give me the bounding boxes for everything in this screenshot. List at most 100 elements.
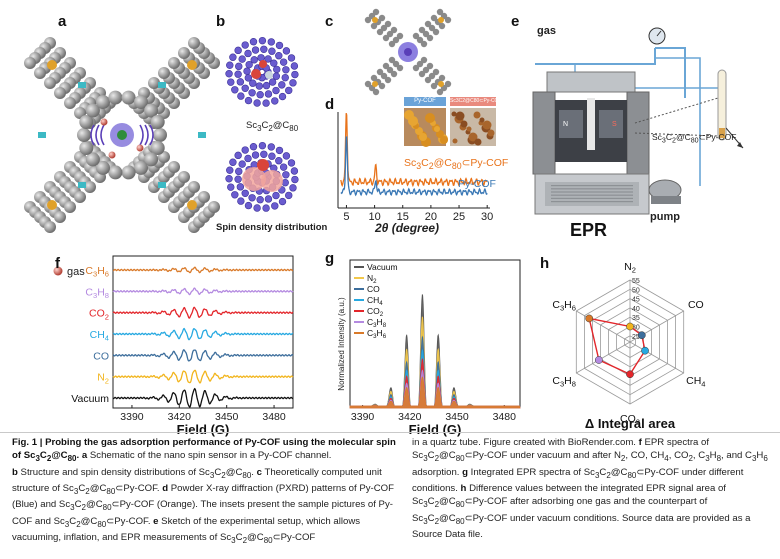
epr-spectrum-line xyxy=(112,266,294,274)
radar-axis-label: C3H6 xyxy=(552,299,576,313)
epr-x-tick-label: 3420 xyxy=(168,411,192,423)
radar-tick-label: 35 xyxy=(632,315,640,322)
panel-f-label: f xyxy=(55,255,60,272)
int-legend-label: C3H8 xyxy=(367,317,387,329)
radar-point xyxy=(595,356,603,364)
int-legend-label: N2 xyxy=(367,273,377,285)
int-legend-label: CO xyxy=(367,284,380,294)
epr-series-label: CO2 xyxy=(89,308,109,322)
series-label-pycof: Py-COF xyxy=(458,178,496,190)
panel-a-label: a xyxy=(58,13,67,30)
setup-gas-label: gas xyxy=(537,25,556,37)
int-legend-label: CH4 xyxy=(367,295,383,307)
int-series-area xyxy=(349,369,521,409)
int-series-area xyxy=(349,376,521,409)
radar-point xyxy=(585,314,594,323)
sample-photos xyxy=(404,108,496,147)
radar-title: Δ Integral area xyxy=(585,416,676,431)
inset-pycof-tag: Py-COF xyxy=(404,97,446,106)
epr-label: EPR xyxy=(570,220,607,240)
int-x-tick-label: 3450 xyxy=(445,411,469,423)
radar-spoke xyxy=(576,341,631,374)
int-x-axis-label: Field (G) xyxy=(409,422,462,437)
epr-x-tick-label: 3480 xyxy=(262,411,286,423)
pxrd-x-tick-label: 5 xyxy=(343,211,349,223)
epr-spectrum-line xyxy=(112,349,294,362)
int-x-tick-label: 3480 xyxy=(493,411,517,423)
radar-point xyxy=(637,331,646,340)
cof-channel-illustration xyxy=(24,37,220,233)
radar-axis-label: CH4 xyxy=(686,375,705,389)
radar-axis-label: N2 xyxy=(624,261,636,275)
magnet-n-label: N xyxy=(563,121,568,128)
integral-area-radar: 25 30 35 40 45 50 55 N2 CO CH4 CO2 C3H8 C3H6 Δ Integr… xyxy=(552,261,705,431)
pxrd-x-tick-label: 20 xyxy=(425,211,437,223)
int-legend-label: CO2 xyxy=(367,306,384,318)
radar-point xyxy=(641,346,649,355)
caption-separator xyxy=(0,432,780,433)
pxrd-x-tick-label: 15 xyxy=(397,211,409,223)
epr-spectrum-line xyxy=(112,327,294,341)
radar-axis-label: CO2 xyxy=(620,413,640,427)
radar-point xyxy=(626,370,634,379)
radar-tick-label: 50 xyxy=(632,287,640,294)
pxrd-x-tick-label: 30 xyxy=(481,211,493,223)
pxrd-xlabel: 2θ (degree) xyxy=(375,221,440,235)
pxrd-series-line xyxy=(340,113,488,188)
gas-label: gas xyxy=(67,266,85,278)
radar-axis-label: C3H8 xyxy=(552,375,576,389)
epr-setup-sketch: gas pump EPR N S xyxy=(532,25,744,240)
epr-series-label: CH4 xyxy=(90,329,109,343)
spin-density-caption: Spin density distribution xyxy=(216,222,328,233)
radar-tick-label: 55 xyxy=(632,278,640,285)
panel-d-label: d xyxy=(325,96,335,113)
epr-series-label: Vacuum xyxy=(71,393,109,405)
panel-e-label: e xyxy=(511,13,520,30)
figure-title: Fig. 1 | Probing the gas adsorption perf… xyxy=(12,437,396,464)
fullerene-caption: Sc3C2@C80 xyxy=(246,120,299,133)
cof-framework xyxy=(24,37,220,233)
radar-spoke xyxy=(629,341,684,374)
int-legend-label: Vacuum xyxy=(367,262,398,272)
epr-plot-frame xyxy=(112,255,294,409)
epr-spectra-chart: 3390 3420 3450 3480 Field (G) C3H6 C3H8 CO2 CH4 C… xyxy=(71,255,294,437)
fullerene-structure xyxy=(225,36,299,107)
panel-h-label: h xyxy=(540,255,550,272)
int-x-tick-label: 3420 xyxy=(398,411,422,423)
epr-x-tick-label: 3390 xyxy=(120,411,144,423)
cof-unit xyxy=(364,8,452,96)
radar-point xyxy=(626,322,634,331)
sample-label: Sc3C2@C80⊂Py-COF xyxy=(652,132,737,145)
c80-cage xyxy=(225,36,299,107)
radar-tick-label: 25 xyxy=(632,334,640,341)
int-x-tick-label: 3390 xyxy=(351,411,375,423)
gas-legend: gas xyxy=(53,266,85,278)
pxrd-x-tick-label: 25 xyxy=(453,211,465,223)
epr-spectrum-line xyxy=(112,287,294,296)
pxrd-x-tick-label: 10 xyxy=(368,211,380,223)
epr-x-tick-label: 3450 xyxy=(215,411,239,423)
epr-spectrum-line xyxy=(112,306,294,319)
inset-composite-tag: Sc3C2@C80⊂Py-COF xyxy=(450,97,496,106)
pxrd-chart: 5 10 15 20 25 30 xyxy=(337,112,493,223)
spin-density-cage xyxy=(225,141,299,212)
pxrd-series-line xyxy=(340,136,488,197)
integrated-epr-chart: 3390 3420 3450 3480 Field (G) Normalized Inte… xyxy=(337,259,521,437)
int-legend-label: C3H6 xyxy=(367,328,387,340)
panel-g-label: g xyxy=(325,250,335,267)
caption-column-2: in a quartz tube. Figure created with Bi… xyxy=(412,437,768,541)
radar-axis-label: CO xyxy=(688,299,704,311)
panel-b-label: b xyxy=(216,13,226,30)
spin-density-structure xyxy=(225,141,299,212)
pump-label: pump xyxy=(650,211,680,223)
panel-c-label: c xyxy=(325,13,334,30)
radar-tick-label: 30 xyxy=(632,325,640,332)
radar-tick-label: 40 xyxy=(632,306,640,313)
epr-series-label: C3H8 xyxy=(85,286,109,300)
epr-series-label: N2 xyxy=(97,372,109,386)
magnet-s-label: S xyxy=(612,121,617,128)
gas-molecule-icon xyxy=(53,266,63,276)
epr-spectrum-line xyxy=(112,369,294,384)
series-label-composite: Sc3C2@C80⊂Py-COF xyxy=(404,157,509,172)
radar-tick-label: 45 xyxy=(632,297,640,304)
